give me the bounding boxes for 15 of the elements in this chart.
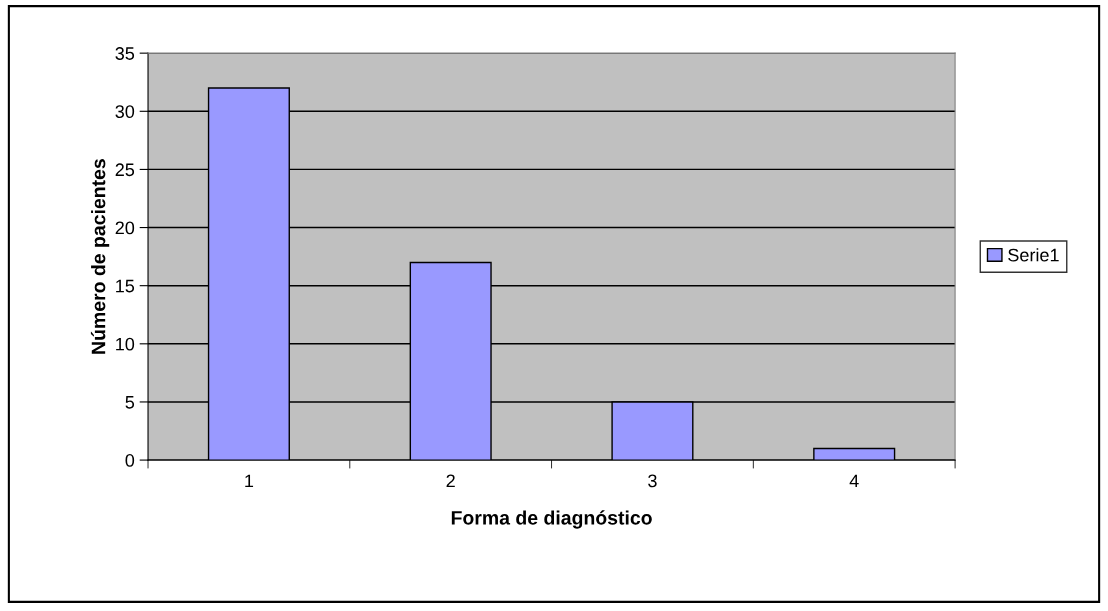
- x-axis-title: Forma de diagnóstico: [451, 510, 652, 529]
- y-tick-label: 30: [115, 105, 135, 119]
- y-axis-title: Número de pacientes: [90, 159, 110, 354]
- y-tick-label: 0: [125, 454, 135, 467]
- legend-label: Serie1: [1008, 248, 1059, 262]
- y-tick-label: 10: [116, 337, 135, 351]
- x-tick-label: 3: [648, 474, 657, 488]
- y-tick-label: 20: [115, 221, 135, 235]
- y-tick-label: 25: [115, 163, 135, 177]
- y-tick-label: 5: [125, 396, 135, 409]
- y-tick-label: 35: [115, 47, 135, 60]
- x-tick-label: 2: [446, 474, 455, 488]
- x-tick-label: 1: [245, 474, 254, 488]
- y-tick-label: 15: [116, 279, 135, 293]
- x-tick-label: 4: [849, 474, 859, 488]
